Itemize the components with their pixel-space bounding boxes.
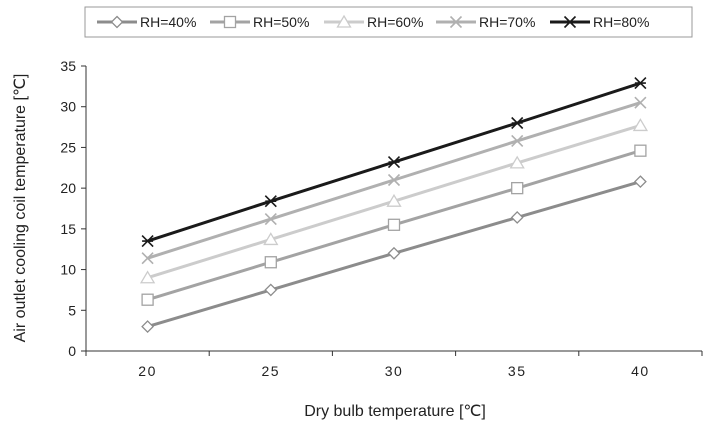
y-tick-label: 0 (68, 343, 76, 359)
legend-item: RH=80% (550, 14, 649, 30)
x-tick-label: 30 (385, 363, 404, 379)
y-tick-label: 25 (60, 139, 76, 155)
y-tick-label: 5 (68, 302, 76, 318)
data-point (264, 256, 277, 269)
x-tick-label: 35 (508, 363, 527, 379)
legend-marker (110, 15, 124, 29)
x-tick-label: 25 (262, 363, 281, 379)
series-2 (141, 144, 647, 306)
data-point (511, 134, 524, 147)
data-point (634, 144, 647, 157)
legend-marker (336, 14, 352, 28)
y-tick-label: 30 (60, 99, 76, 115)
data-point (632, 118, 649, 132)
series-5 (141, 77, 647, 248)
data-point (264, 213, 277, 226)
data-point (387, 173, 401, 187)
legend-label: RH=60% (367, 14, 423, 30)
data-point (633, 175, 647, 189)
data-point (141, 235, 154, 248)
series-1 (141, 175, 647, 333)
data-point (264, 283, 278, 297)
legend-marker (563, 15, 577, 29)
legend-label: RH=40% (140, 14, 196, 30)
data-point (141, 293, 154, 306)
x-tick-label: 40 (631, 363, 650, 379)
data-point (264, 195, 277, 208)
y-tick-label: 35 (60, 58, 76, 74)
legend-item: RH=70% (436, 14, 535, 30)
data-point (511, 181, 524, 195)
data-point (387, 218, 401, 231)
data-point (386, 193, 402, 207)
axes: 0 5 10 15 20 25 30 35 20 25 30 35 40 (60, 58, 703, 379)
legend-marker (223, 15, 237, 29)
series-lines (139, 77, 649, 333)
y-tick-label: 20 (60, 180, 76, 196)
data-point (634, 77, 647, 90)
data-point (509, 155, 525, 169)
data-point (510, 211, 524, 224)
data-point (141, 320, 155, 333)
legend-label: RH=50% (253, 14, 309, 30)
data-point (387, 156, 401, 169)
y-tick-label: 15 (60, 221, 76, 237)
x-axis-title: Dry bulb temperature [℃] (304, 403, 486, 420)
data-point (634, 96, 647, 109)
y-axis-title: Air outlet cooling coil temperature [℃] (12, 74, 29, 343)
legend-marker (449, 15, 463, 29)
legend-item: RH=50% (210, 14, 309, 30)
legend-item: RH=60% (324, 14, 423, 30)
series-4 (141, 96, 647, 265)
legend-box (84, 6, 693, 38)
data-point (141, 252, 154, 265)
data-point (139, 270, 156, 284)
data-point (263, 232, 279, 246)
x-tick-label: 20 (138, 363, 157, 379)
series-3 (139, 118, 649, 284)
legend: RH=40% RH=50% RH=60% RH=70% RH=80% (97, 14, 649, 30)
legend-label: RH=80% (593, 14, 649, 30)
legend-item: RH=40% (97, 14, 196, 30)
y-tick-label: 10 (60, 262, 76, 278)
legend-label: RH=70% (479, 14, 535, 30)
data-point (387, 246, 401, 260)
data-point (511, 116, 524, 130)
